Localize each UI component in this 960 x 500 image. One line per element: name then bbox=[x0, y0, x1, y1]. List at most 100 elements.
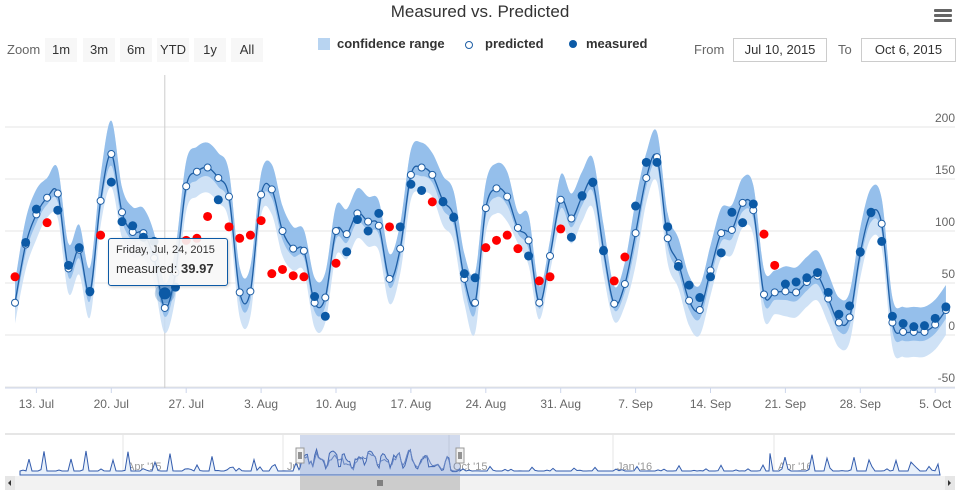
predicted-point bbox=[107, 150, 116, 159]
predicted-point bbox=[738, 198, 747, 207]
measured-point bbox=[813, 268, 822, 278]
predicted-point bbox=[631, 229, 640, 238]
measured-point bbox=[85, 286, 95, 296]
tooltip-series: measured: bbox=[116, 261, 178, 276]
measured-point bbox=[716, 248, 726, 258]
predicted-point bbox=[524, 236, 533, 245]
zoom-1y-button[interactable]: 1y bbox=[194, 38, 226, 62]
y-tick-label: 0 bbox=[948, 319, 955, 333]
zoom-1m-button[interactable]: 1m bbox=[45, 38, 77, 62]
measured-point bbox=[470, 273, 480, 283]
x-tick-label: 3. Aug bbox=[244, 397, 278, 411]
zoom-3m-button[interactable]: 3m bbox=[83, 38, 115, 62]
measured-point-out-of-range bbox=[256, 216, 266, 226]
measured-point bbox=[738, 218, 748, 228]
legend-measured-marker[interactable] bbox=[569, 40, 577, 48]
from-date-input[interactable]: Jul 10, 2015 bbox=[733, 38, 827, 62]
legend-measured-label[interactable]: measured bbox=[586, 36, 648, 51]
measured-point bbox=[374, 208, 384, 218]
measured-point-out-of-range bbox=[96, 230, 106, 240]
measured-point-out-of-range bbox=[609, 276, 619, 286]
measured-point bbox=[834, 309, 844, 319]
predicted-point bbox=[289, 244, 298, 253]
predicted-point bbox=[567, 214, 576, 223]
measured-point-out-of-range bbox=[620, 252, 630, 262]
predicted-point bbox=[406, 170, 415, 179]
measured-point-out-of-range bbox=[203, 211, 213, 221]
measured-point bbox=[845, 301, 855, 311]
measured-point bbox=[706, 272, 715, 282]
tooltip-value: 39.97 bbox=[181, 261, 214, 276]
predicted-point bbox=[792, 288, 801, 297]
navigator-selected-range bbox=[300, 435, 460, 475]
to-date-input[interactable]: Oct 6, 2015 bbox=[861, 38, 956, 62]
measured-point bbox=[577, 191, 587, 201]
zoom-all-button[interactable]: All bbox=[231, 38, 263, 62]
predicted-point bbox=[781, 287, 790, 296]
legend-range-swatch[interactable] bbox=[318, 38, 330, 50]
y-tick-label: 200 bbox=[935, 111, 955, 125]
navigator-left-handle[interactable] bbox=[295, 447, 305, 464]
measured-point bbox=[438, 197, 448, 207]
predicted-point bbox=[642, 173, 651, 182]
confidence-range-inner-band bbox=[15, 120, 946, 343]
predicted-point bbox=[428, 170, 437, 179]
measured-point bbox=[449, 212, 459, 222]
measured-point bbox=[117, 217, 127, 227]
legend-predicted-marker[interactable] bbox=[465, 41, 473, 49]
x-tick-label: 28. Sep bbox=[840, 397, 882, 411]
predicted-point bbox=[685, 296, 694, 305]
predicted-point bbox=[374, 221, 383, 230]
measured-point-out-of-range bbox=[42, 218, 52, 228]
measured-point bbox=[695, 293, 705, 303]
measured-point-out-of-range bbox=[545, 272, 555, 282]
measured-point bbox=[395, 222, 405, 232]
predicted-point bbox=[663, 234, 672, 243]
measured-point bbox=[31, 204, 41, 214]
scroll-left-arrow-icon bbox=[8, 480, 11, 486]
measured-point bbox=[877, 236, 887, 246]
zoom-ytd-button[interactable]: YTD bbox=[157, 38, 189, 62]
tooltip-value-line: measured: 39.97 bbox=[116, 261, 214, 276]
zoom-6m-button[interactable]: 6m bbox=[120, 38, 152, 62]
navigator-right-handle[interactable] bbox=[455, 447, 465, 464]
measured-point bbox=[748, 199, 758, 209]
predicted-point bbox=[481, 204, 490, 213]
measured-point-out-of-range bbox=[513, 244, 523, 254]
measured-point bbox=[64, 260, 73, 270]
measured-point bbox=[866, 207, 876, 217]
measured-point-out-of-range bbox=[492, 235, 501, 245]
measured-point bbox=[406, 179, 416, 189]
measured-point-out-of-range bbox=[288, 271, 298, 281]
measured-point bbox=[898, 319, 908, 329]
hamburger-menu-icon[interactable] bbox=[934, 9, 952, 25]
scrollbar-track[interactable] bbox=[5, 476, 955, 490]
x-tick-label: 21. Sep bbox=[765, 397, 807, 411]
measured-point bbox=[780, 279, 790, 289]
measured-point bbox=[566, 232, 576, 242]
measured-point bbox=[524, 251, 534, 261]
measured-point-out-of-range bbox=[556, 224, 566, 234]
predicted-point bbox=[214, 173, 223, 182]
predicted-point bbox=[417, 163, 426, 172]
x-tick-label: 17. Aug bbox=[391, 397, 432, 411]
to-label: To bbox=[838, 42, 852, 57]
measured-point bbox=[342, 247, 352, 257]
measured-point-out-of-range bbox=[331, 258, 341, 268]
predicted-point bbox=[278, 227, 287, 235]
measured-point bbox=[74, 243, 84, 253]
predicted-point bbox=[899, 327, 908, 336]
measured-point bbox=[930, 313, 940, 323]
measured-point bbox=[652, 157, 662, 167]
measured-point-out-of-range bbox=[534, 276, 544, 286]
measured-point bbox=[920, 321, 929, 331]
predicted-point bbox=[299, 246, 308, 255]
legend-predicted-label[interactable]: predicted bbox=[485, 36, 544, 51]
measured-point-out-of-range bbox=[224, 222, 234, 232]
measured-point bbox=[363, 226, 373, 236]
measured-point bbox=[663, 222, 673, 232]
predicted-point bbox=[556, 195, 565, 204]
legend-range-label[interactable]: confidence range bbox=[337, 36, 445, 51]
measured-point-out-of-range bbox=[10, 272, 20, 282]
predicted-point bbox=[695, 306, 704, 315]
